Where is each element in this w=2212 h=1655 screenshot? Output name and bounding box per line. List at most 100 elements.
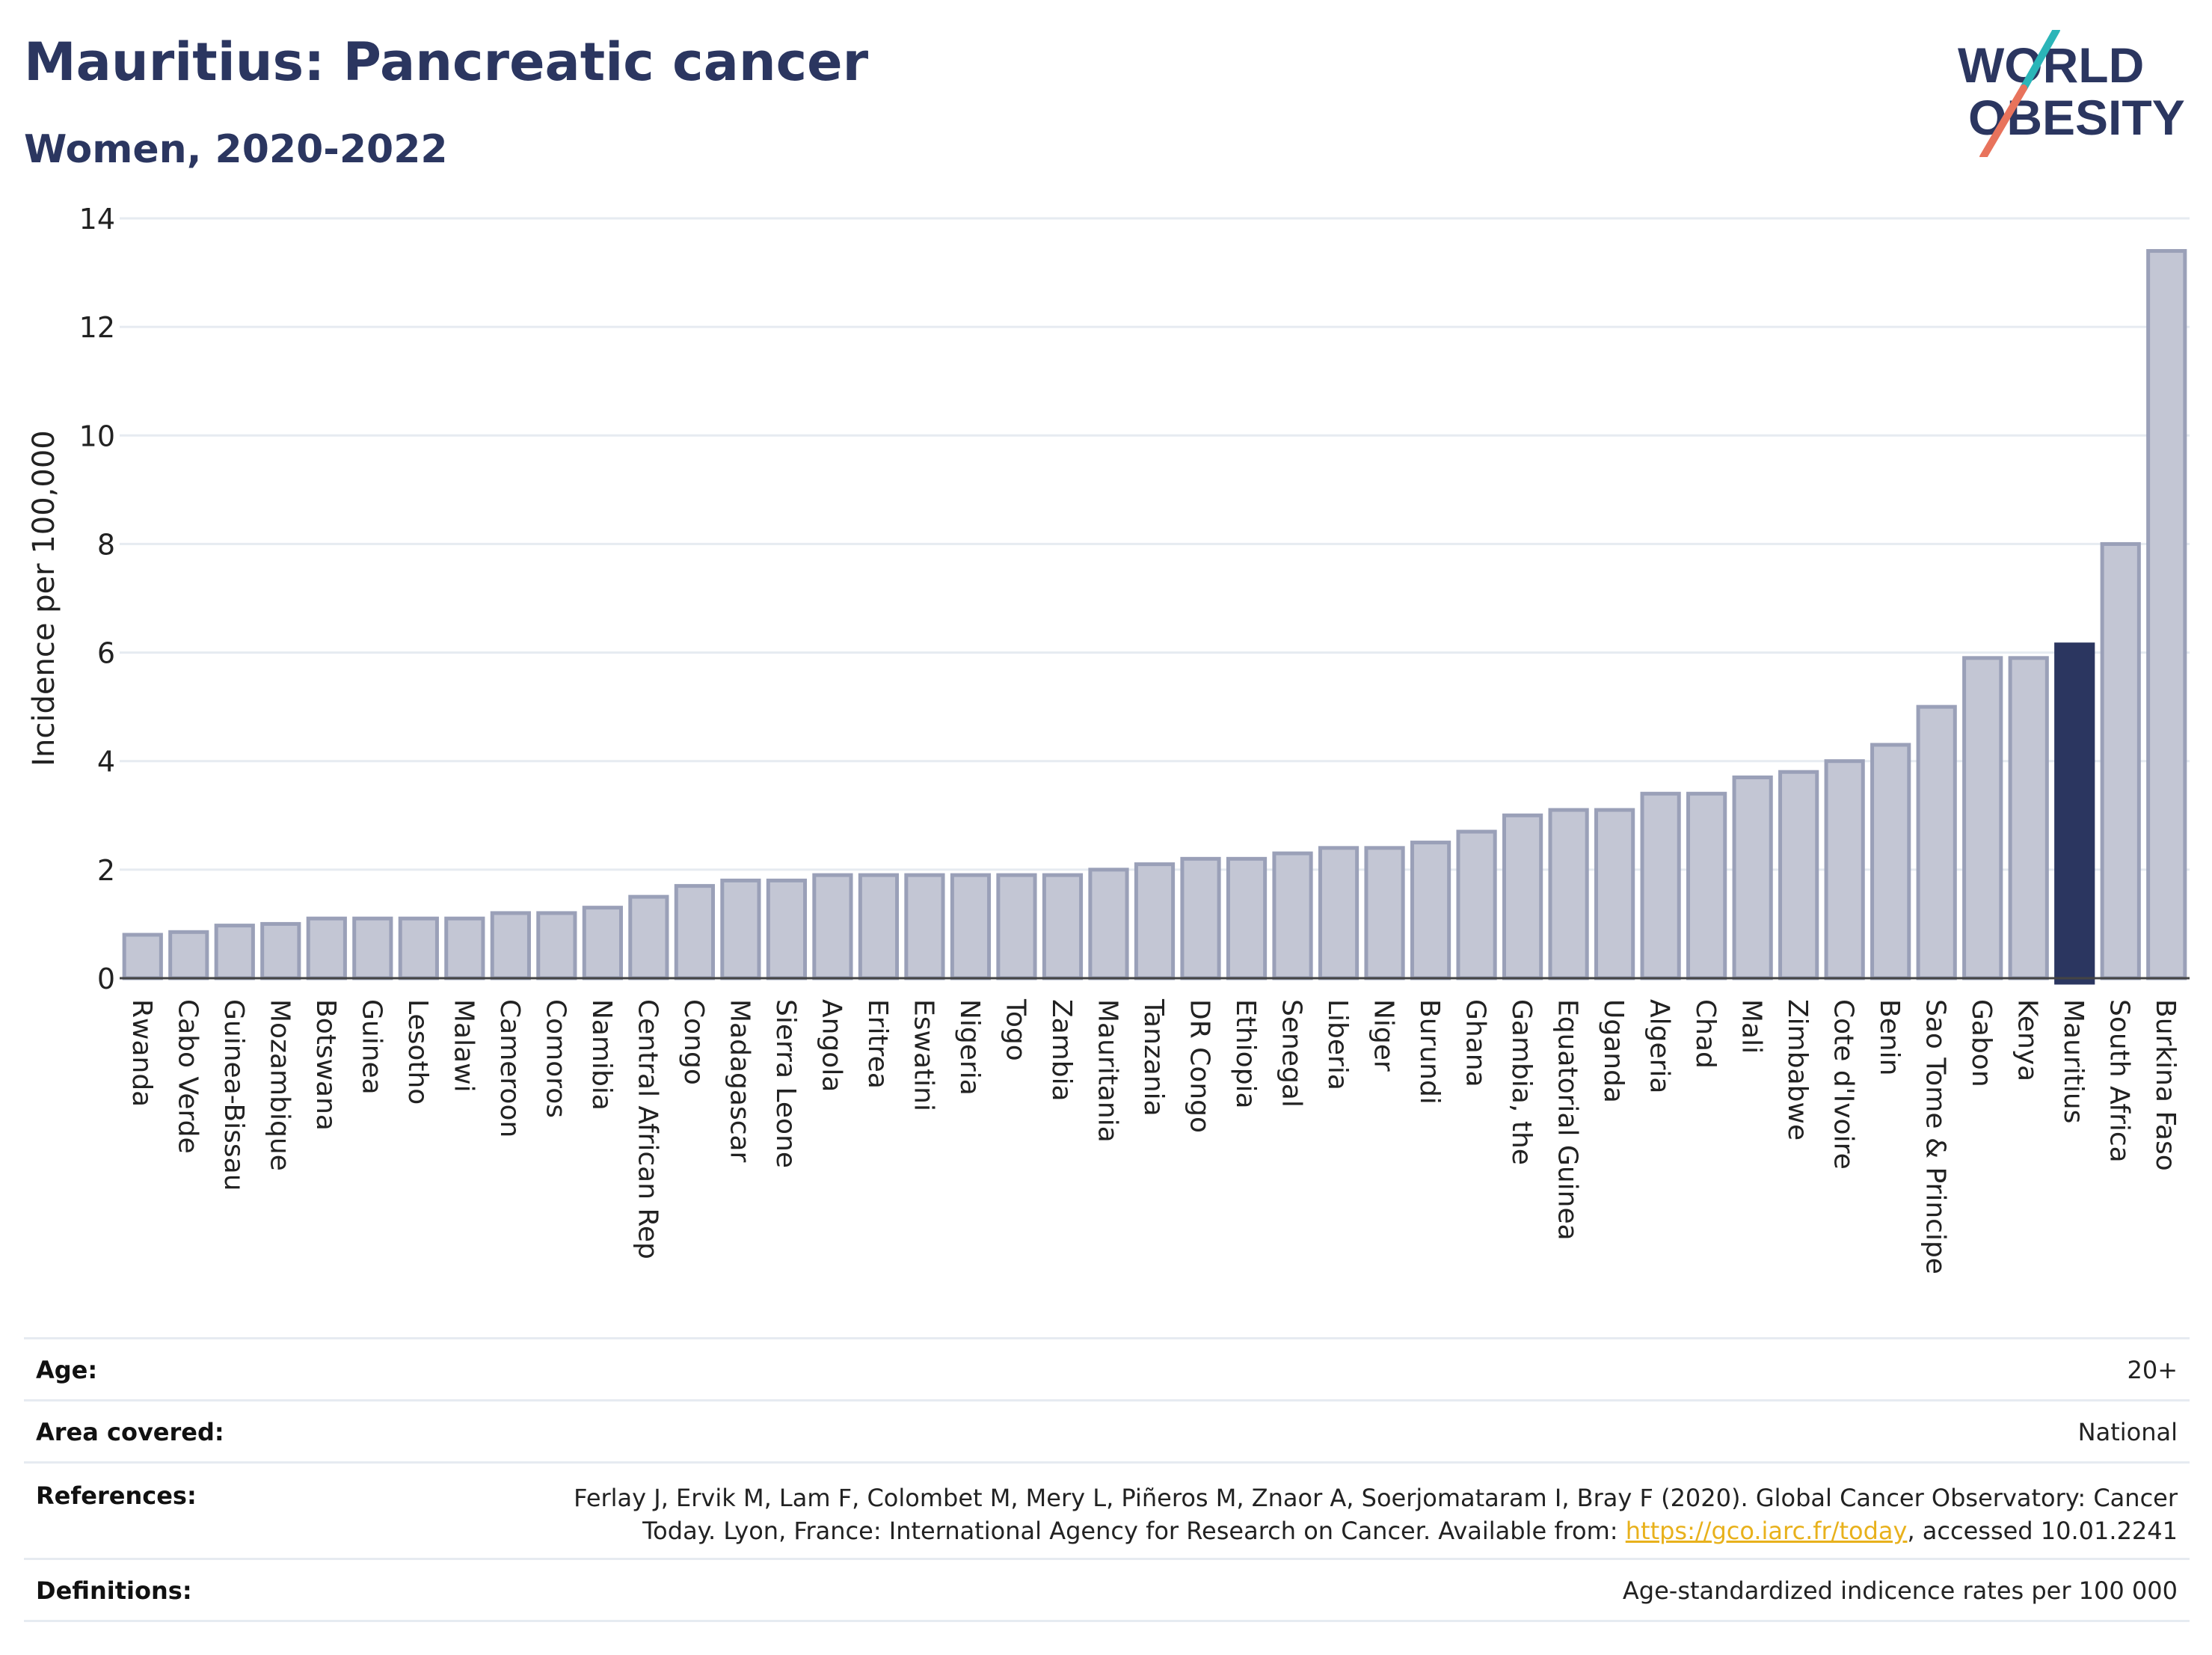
references-line2-post: , accessed 10.01.2241 <box>1907 1517 2178 1545</box>
x-tick-label: Zimbabwe <box>1782 999 1813 1140</box>
bar-togo <box>996 873 1037 980</box>
references-link[interactable]: https://gco.iarc.fr/today <box>1625 1517 1908 1545</box>
meta-area-label: Area covered: <box>36 1418 224 1446</box>
bar-sierra-leone <box>766 878 808 980</box>
meta-definitions-value: Age-standardized indicence rates per 100… <box>1622 1576 2178 1605</box>
bar-algeria <box>1640 791 1681 980</box>
bar-namibia <box>582 906 623 980</box>
bar-guinea-bissau <box>214 924 255 980</box>
bar-madagascar <box>720 878 761 980</box>
meta-references-value: Ferlay J, Ervik M, Lam F, Colombet M, Me… <box>574 1481 2178 1547</box>
x-tick-label: Gambia, the <box>1506 999 1537 1165</box>
x-tick-label: Sierra Leone <box>770 999 801 1168</box>
x-tick-labels: Rwanda Cabo Verde Guinea-Bissau Mozambique B… <box>126 998 2181 1274</box>
bar-zambia <box>1042 873 1084 980</box>
meta-row-age: Age: 20+ <box>24 1337 2190 1399</box>
bar-congo <box>674 884 715 980</box>
x-tick-label: Guinea-Bissau <box>218 999 249 1191</box>
world-obesity-logo: WORLD OBESITY <box>1958 30 2185 157</box>
meta-row-area: Area covered: National <box>24 1399 2190 1461</box>
bar-rwanda <box>122 933 163 980</box>
bar-senegal <box>1272 851 1313 980</box>
x-tick-label: Eswatini <box>908 999 938 1111</box>
bar-benin <box>1870 743 1911 980</box>
x-tick-label: Liberia <box>1322 999 1353 1090</box>
x-tick-label: Kenya <box>2012 999 2043 1081</box>
bar-kenya <box>2008 656 2049 980</box>
references-line1: Ferlay J, Ervik M, Lam F, Colombet M, Me… <box>574 1484 2178 1512</box>
bar-sao-tome-principe <box>1916 704 1957 980</box>
bar-gambia-the <box>1502 813 1543 980</box>
y-tick-label: 12 <box>79 311 115 344</box>
bar-comoros <box>536 911 577 980</box>
x-tick-label: Nigeria <box>954 999 985 1096</box>
x-tick-label: Namibia <box>586 999 617 1111</box>
meta-age-value: 20+ <box>2127 1356 2178 1384</box>
bar-mozambique <box>260 921 301 980</box>
x-tick-label: Burkina Faso <box>2150 999 2181 1171</box>
y-tick-label: 10 <box>79 420 115 452</box>
x-tick-label: Togo <box>1000 998 1030 1061</box>
x-tick-label: Sao Tome & Principe <box>1920 999 1951 1274</box>
meta-references-label: References: <box>36 1481 197 1510</box>
x-tick-label: Benin <box>1874 999 1905 1075</box>
x-tick-label: Botswana <box>310 999 341 1131</box>
page-subtitle: Women, 2020-2022 <box>24 127 448 172</box>
x-tick-label: Gabon <box>1966 999 1997 1087</box>
x-tick-label: Central African Rep <box>632 999 663 1259</box>
y-tick-label: 2 <box>97 854 115 887</box>
x-tick-label: Algeria <box>1644 999 1675 1094</box>
bar-liberia <box>1318 846 1360 980</box>
x-tick-label: Ethiopia <box>1230 999 1261 1109</box>
meta-age-label: Age: <box>36 1356 98 1384</box>
x-tick-label: Rwanda <box>126 999 157 1107</box>
x-tick-label: Cote d'Ivoire <box>1828 999 1859 1170</box>
x-tick-label: Madagascar <box>724 999 755 1163</box>
bar-guinea <box>352 916 393 980</box>
bar-cote-d-ivoire <box>1824 759 1865 980</box>
logo-slash-teal <box>2020 30 2060 92</box>
bar-equatorial-guinea <box>1548 808 1589 980</box>
x-tick-label: Mauritius <box>2058 999 2089 1123</box>
bar-chad <box>1686 791 1727 980</box>
meta-row-references: References: Ferlay J, Ervik M, Lam F, Co… <box>24 1461 2190 1558</box>
bar-lesotho <box>398 916 439 980</box>
bar-mali <box>1732 775 1773 980</box>
x-tick-label: South Africa <box>2104 999 2135 1163</box>
metadata-table: Age: 20+ Area covered: National Referenc… <box>24 1337 2190 1622</box>
bar-burkina-faso <box>2146 249 2187 980</box>
bars <box>120 249 2190 985</box>
page-title: Mauritius: Pancreatic cancer <box>24 31 869 93</box>
bar-eswatini <box>904 873 945 980</box>
y-tick-label: 0 <box>97 962 115 995</box>
bar-cameroon <box>490 911 531 980</box>
x-tick-label: Ghana <box>1460 999 1491 1087</box>
y-tick-labels: 0 2 4 6 8 10 12 14 <box>79 203 115 995</box>
y-axis-label: Incidence per 100,000 <box>27 430 61 767</box>
bar-cabo-verde <box>168 930 209 980</box>
x-tick-label: Cameroon <box>494 999 525 1137</box>
x-tick-label: Senegal <box>1276 999 1307 1108</box>
x-tick-label: Niger <box>1368 999 1399 1072</box>
bar-chart: 0 2 4 6 8 10 12 14 Rwanda Cabo Verde Guinea-Bissa… <box>27 203 2190 1274</box>
bar-nigeria <box>950 873 992 980</box>
logo-slash-coral <box>1979 85 2027 157</box>
x-tick-label: Tanzania <box>1138 998 1169 1117</box>
x-tick-label: Congo <box>678 999 709 1085</box>
x-tick-label: Mozambique <box>264 999 295 1171</box>
bar-malawi <box>444 916 485 980</box>
bar-ghana <box>1456 829 1497 980</box>
y-tick-label: 4 <box>97 746 115 779</box>
bar-botswana <box>306 916 347 980</box>
bar-gabon <box>1962 656 2003 980</box>
bar-angola <box>812 873 853 980</box>
x-tick-label: Eritrea <box>862 999 893 1089</box>
y-tick-label: 8 <box>97 528 115 561</box>
x-tick-label: Comoros <box>540 999 571 1118</box>
x-tick-label: Cabo Verde <box>172 999 203 1154</box>
bar-niger <box>1364 846 1405 980</box>
meta-row-definitions: Definitions: Age-standardized indicence … <box>24 1558 2190 1622</box>
x-tick-label: Uganda <box>1598 999 1629 1103</box>
x-tick-label: Mali <box>1736 999 1767 1054</box>
meta-area-value: National <box>2077 1418 2178 1446</box>
